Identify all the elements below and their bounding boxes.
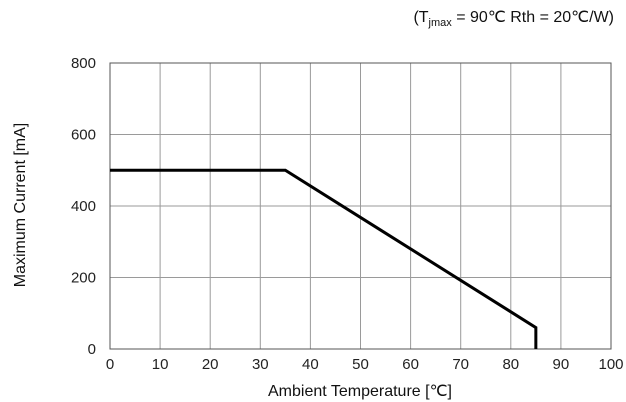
y-tick-label: 0 xyxy=(88,341,96,358)
series-group xyxy=(110,168,538,349)
x-tick-labels: 0 10 20 30 40 50 60 70 80 90 100 xyxy=(106,356,624,373)
y-tick-label: 800 xyxy=(71,55,96,72)
derating-curve xyxy=(110,168,538,349)
x-tick-label: 20 xyxy=(202,356,219,373)
y-tick-label: 600 xyxy=(71,127,96,144)
annotation-rest: = 90℃ Rth = 20℃/W) xyxy=(452,9,614,26)
chart-annotation: (Tjmax = 90℃ Rth = 20℃/W) xyxy=(413,9,614,29)
x-axis-title: Ambient Temperature [℃] xyxy=(268,383,452,400)
y-tick-label: 200 xyxy=(71,270,96,287)
y-tick-labels: 0 200 400 600 800 xyxy=(71,55,96,358)
x-tick-label: 70 xyxy=(452,356,469,373)
x-tick-label: 100 xyxy=(598,356,623,373)
x-tick-label: 10 xyxy=(152,356,169,373)
x-tick-label: 50 xyxy=(352,356,369,373)
annotation-subscript: jmax xyxy=(428,17,453,29)
x-tick-label: 80 xyxy=(502,356,519,373)
x-tick-label: 0 xyxy=(106,356,114,373)
x-tick-label: 40 xyxy=(302,356,319,373)
annotation-prefix: (T xyxy=(413,9,428,26)
x-tick-label: 30 xyxy=(252,356,269,373)
y-axis-title: Maximum Current [mA] xyxy=(12,123,29,287)
x-tick-label: 90 xyxy=(553,356,570,373)
x-tick-label: 60 xyxy=(402,356,419,373)
grid xyxy=(109,62,612,350)
y-tick-label: 400 xyxy=(71,198,96,215)
plot-frame xyxy=(109,62,612,350)
